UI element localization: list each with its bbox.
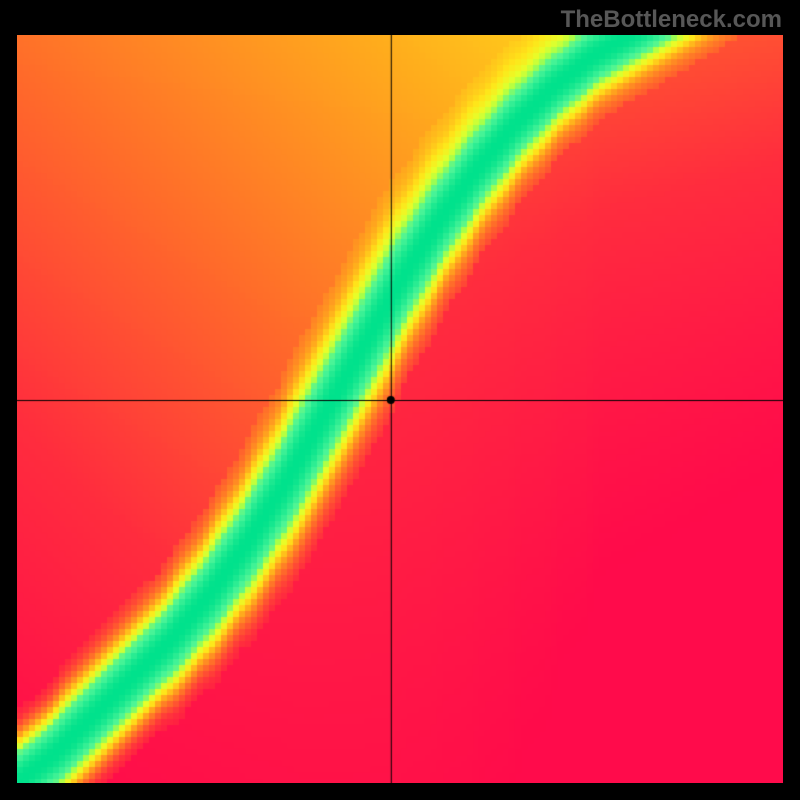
- bottleneck-heatmap: [17, 35, 783, 783]
- watermark-text: TheBottleneck.com: [561, 6, 782, 34]
